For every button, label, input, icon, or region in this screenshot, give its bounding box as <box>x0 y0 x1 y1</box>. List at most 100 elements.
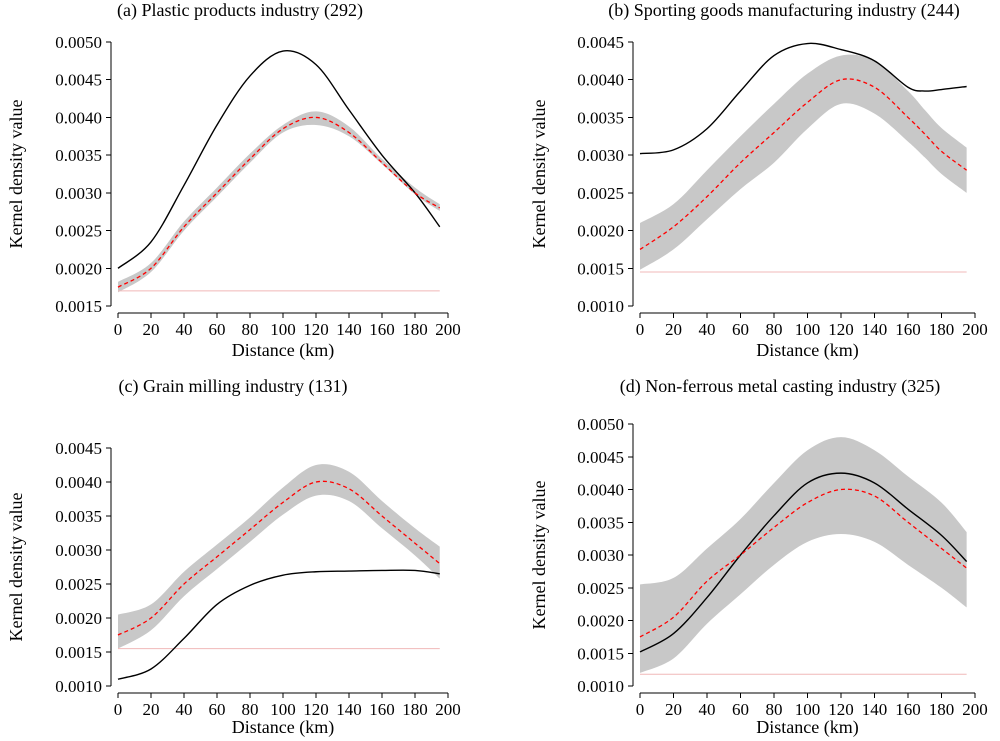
expected-density-line <box>639 488 968 638</box>
x-tick-label: 120 <box>828 320 854 339</box>
y-tick-label: 0.0010 <box>577 297 624 316</box>
chart-title: (b) Sporting goods manufacturing industr… <box>608 0 959 21</box>
x-tick-label: 20 <box>665 700 682 719</box>
x-tick-label: 80 <box>766 320 783 339</box>
x-axis-label: Distance (km) <box>232 340 334 361</box>
expected-density-line <box>117 480 441 636</box>
chart-panel-a: (a) Plastic products industry (292) 0.001… <box>6 0 461 361</box>
y-tick-label: 0.0025 <box>577 579 624 598</box>
y-tick-label: 0.0030 <box>55 184 102 203</box>
y-tick-label: 0.0025 <box>55 222 102 241</box>
x-tick-label: 0 <box>114 320 123 339</box>
x-tick-label: 40 <box>176 320 193 339</box>
x-axis-label: Distance (km) <box>756 340 858 361</box>
x-tick-label: 160 <box>895 320 921 339</box>
confidence-band <box>640 437 967 673</box>
chart-panel-c: (c) Grain milling industry (131) 0.0010 0.… <box>6 376 461 738</box>
x-tick-label: 140 <box>336 700 362 719</box>
y-tick-label: 0.0025 <box>55 575 102 594</box>
observed-density-line <box>639 472 968 653</box>
x-tick-label: 0 <box>636 320 645 339</box>
y-tick-label: 0.0045 <box>577 448 624 467</box>
y-tick-label: 0.0035 <box>577 108 624 127</box>
observed-density-line <box>117 49 441 269</box>
y-tick-label: 0.0015 <box>577 644 624 663</box>
y-tick-label: 0.0010 <box>577 677 624 696</box>
x-tick-label: 180 <box>929 700 955 719</box>
y-tick-label: 0.0050 <box>55 33 102 52</box>
x-tick-label: 40 <box>176 700 193 719</box>
x-axis-label: Distance (km) <box>756 717 858 738</box>
y-tick-label: 0.0020 <box>55 259 102 278</box>
x-tick-label: 20 <box>665 320 682 339</box>
x-tick-label: 0 <box>636 700 645 719</box>
y-tick-label: 0.0020 <box>577 222 624 241</box>
x-tick-label: 120 <box>303 320 329 339</box>
y-tick-label: 0.0035 <box>55 507 102 526</box>
x-tick-label: 140 <box>862 700 888 719</box>
x-tick-label: 160 <box>369 320 395 339</box>
x-tick-label: 180 <box>929 320 955 339</box>
y-tick-label: 0.0045 <box>55 71 102 90</box>
x-tick-label: 120 <box>303 700 329 719</box>
confidence-band <box>640 54 967 270</box>
y-axis-label: Kernel density value <box>529 481 549 630</box>
chart-title: (a) Plastic products industry (292) <box>117 0 363 21</box>
x-tick-label: 100 <box>270 320 296 339</box>
y-tick-label: 0.0030 <box>577 546 624 565</box>
y-axis-label: Kernel density value <box>6 493 26 642</box>
y-tick-label: 0.0025 <box>577 184 624 203</box>
x-tick-label: 80 <box>242 320 259 339</box>
x-tick-label: 40 <box>699 320 716 339</box>
expected-density-line <box>117 116 441 288</box>
y-tick-label: 0.0015 <box>577 259 624 278</box>
x-tick-label: 40 <box>699 700 716 719</box>
chart-panel-d: (d) Non-ferrous metal casting industry (… <box>529 376 988 738</box>
y-tick-label: 0.0035 <box>577 513 624 532</box>
y-tick-label: 0.0010 <box>55 677 102 696</box>
x-tick-label: 20 <box>143 700 160 719</box>
chart-title: (c) Grain milling industry (131) <box>119 376 348 397</box>
y-tick-label: 0.0020 <box>55 609 102 628</box>
y-tick-label: 0.0040 <box>55 108 102 127</box>
confidence-band <box>118 111 440 293</box>
x-tick-label: 200 <box>962 320 988 339</box>
y-tick-label: 0.0045 <box>55 439 102 458</box>
y-axis-label: Kernel density value <box>529 100 549 249</box>
x-tick-label: 140 <box>336 320 362 339</box>
chart-title: (d) Non-ferrous metal casting industry (… <box>620 376 940 397</box>
x-tick-label: 160 <box>895 700 921 719</box>
chart-panel-b: (b) Sporting goods manufacturing industr… <box>529 0 988 361</box>
x-tick-label: 160 <box>369 700 395 719</box>
x-tick-label: 60 <box>732 700 749 719</box>
x-tick-label: 140 <box>862 320 888 339</box>
x-tick-label: 200 <box>435 700 461 719</box>
y-tick-label: 0.0030 <box>577 146 624 165</box>
x-tick-label: 180 <box>402 700 428 719</box>
x-tick-label: 80 <box>766 700 783 719</box>
x-tick-label: 80 <box>242 700 259 719</box>
x-tick-label: 180 <box>402 320 428 339</box>
y-tick-label: 0.0045 <box>577 33 624 52</box>
x-tick-label: 100 <box>795 700 821 719</box>
x-tick-label: 100 <box>270 700 296 719</box>
y-tick-label: 0.0035 <box>55 146 102 165</box>
y-tick-label: 0.0020 <box>577 612 624 631</box>
x-tick-label: 100 <box>795 320 821 339</box>
x-tick-label: 200 <box>962 700 988 719</box>
x-tick-label: 60 <box>732 320 749 339</box>
y-tick-label: 0.0040 <box>577 481 624 500</box>
y-tick-label: 0.0040 <box>55 473 102 492</box>
observed-density-line <box>117 569 440 680</box>
expected-density-line <box>639 78 968 250</box>
y-tick-label: 0.0015 <box>55 643 102 662</box>
observed-density-line <box>639 42 967 155</box>
x-tick-label: 20 <box>143 320 160 339</box>
y-tick-label: 0.0050 <box>577 415 624 434</box>
x-tick-label: 120 <box>828 700 854 719</box>
y-tick-label: 0.0040 <box>577 71 624 90</box>
x-tick-label: 0 <box>114 700 123 719</box>
x-tick-label: 60 <box>209 320 226 339</box>
y-tick-label: 0.0030 <box>55 541 102 560</box>
x-axis-label: Distance (km) <box>232 717 334 738</box>
